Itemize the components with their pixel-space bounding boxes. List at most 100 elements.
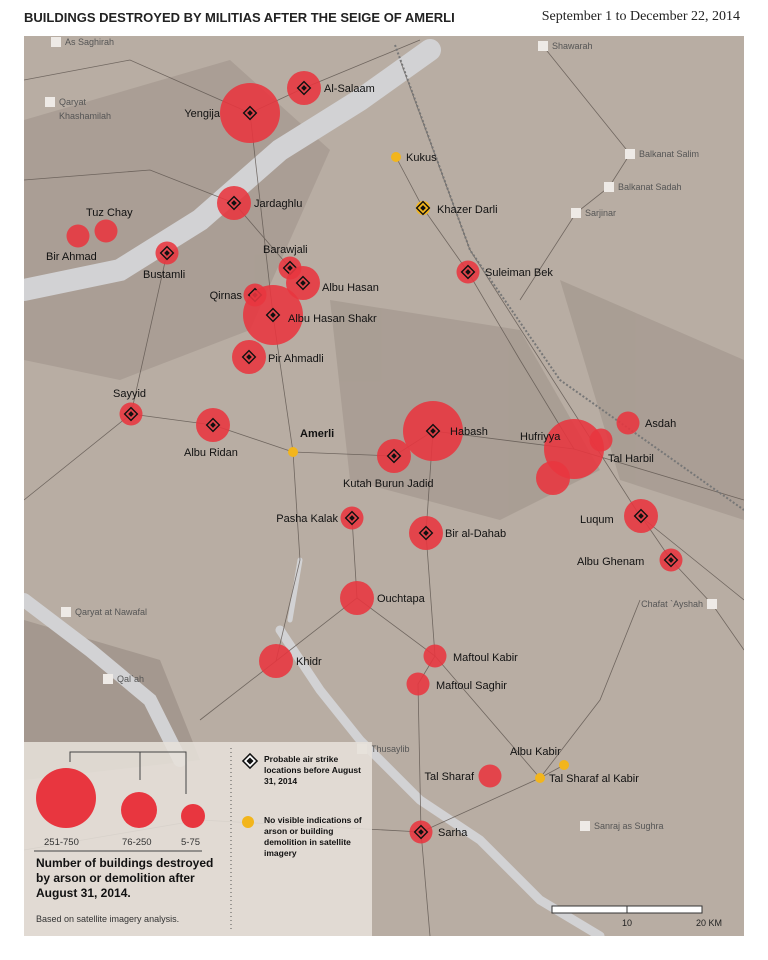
- site-label: Sayyid: [113, 388, 146, 400]
- village-label: As Saghirah: [65, 37, 114, 47]
- site-label: Asdah: [645, 418, 676, 430]
- legend-size-label-large: 251-750: [44, 837, 79, 848]
- village-label: Thusaylib: [371, 744, 410, 754]
- destroyed-site[interactable]: Jardaghlu: [217, 186, 302, 220]
- village-label: Qal`ah: [117, 674, 144, 684]
- village-square-icon: [625, 149, 635, 159]
- site-label: Khidr: [296, 656, 322, 668]
- destroyed-site[interactable]: Tal Harbil: [589, 428, 654, 466]
- legend-size-small: [181, 804, 205, 828]
- destroyed-site[interactable]: Bustamli: [143, 241, 185, 282]
- airstrike-diamond-icon: [296, 80, 312, 96]
- destroyed-site[interactable]: Luqum: [580, 499, 658, 533]
- destroyed-site[interactable]: Maftoul Saghir: [406, 672, 508, 696]
- airstrike-diamond-center: [430, 428, 436, 434]
- airstrike-diamond-icon: [205, 417, 221, 433]
- site-label: Pir Ahmadli: [268, 353, 324, 365]
- destroyed-site[interactable]: Tuz Chay: [86, 207, 133, 243]
- village-label: Shawarah: [552, 41, 593, 51]
- no-indication-site[interactable]: Albu Kabir: [510, 746, 569, 770]
- destroyed-site[interactable]: Ouchtapa: [340, 581, 426, 615]
- destroyed-site-circle: [589, 428, 613, 452]
- village: Shawarah: [538, 41, 593, 51]
- no-indication-dot: [559, 760, 569, 770]
- airstrike-diamond-center: [420, 205, 426, 211]
- destroyed-site[interactable]: Yengija: [184, 83, 280, 143]
- destroyed-site-circle: [536, 461, 570, 495]
- no-indication-site[interactable]: Tal Sharaf al Kabir: [535, 773, 639, 785]
- scale-bar: 10 20 KM: [551, 905, 722, 928]
- railway: [394, 44, 744, 511]
- village: Balkanat Sadah: [604, 182, 682, 192]
- site-label: Kutah Burun Jadid: [343, 478, 434, 490]
- legend-no-indication-label: No visible indications of arson or build…: [264, 815, 362, 858]
- destroyed-site[interactable]: Pasha Kalak: [276, 506, 364, 530]
- site-label: Albu Hasan Shakr: [288, 313, 377, 325]
- no-indication-dot: [288, 447, 298, 457]
- airstrike-diamond-icon: [242, 105, 258, 121]
- village-label: Qaryat: [59, 97, 87, 107]
- airstrike-diamond-center: [210, 422, 216, 428]
- destroyed-site[interactable]: Maftoul Kabir: [423, 644, 519, 668]
- village: Balkanat Salim: [625, 149, 699, 159]
- map-subtitle: September 1 to December 22, 2014: [541, 9, 740, 24]
- site-label: Maftoul Saghir: [436, 680, 507, 692]
- destroyed-site[interactable]: Sayyid: [113, 388, 146, 426]
- airstrike-diamond-center: [301, 85, 307, 91]
- site-label: Albu Ghenam: [577, 556, 644, 568]
- village: Chafat `Ayshah: [641, 599, 717, 609]
- destroyed-site-circle: [406, 672, 430, 696]
- airstrike-diamond-icon: [386, 448, 402, 464]
- destroyed-site[interactable]: Tal Sharaf: [424, 764, 502, 788]
- airstrike-diamond-icon: [226, 195, 242, 211]
- airstrike-diamond-center: [465, 269, 471, 275]
- destroyed-site[interactable]: Sarha: [409, 820, 469, 844]
- destroyed-site[interactable]: Kutah Burun Jadid: [343, 439, 434, 490]
- site-label: Qirnas: [210, 290, 243, 302]
- airstrike-diamond-icon: [344, 510, 360, 526]
- destroyed-site[interactable]: Khidr: [259, 644, 322, 678]
- village-label: Sarjinar: [585, 208, 616, 218]
- airstrike-diamond-icon: [425, 423, 441, 439]
- destroyed-site-circle: [478, 764, 502, 788]
- destroyed-site[interactable]: Asdah: [616, 411, 677, 435]
- airstrike-diamond-icon: [415, 200, 431, 216]
- site-label: Khazer Darli: [437, 204, 498, 216]
- airstrike-diamond-icon: [295, 275, 311, 291]
- site-label: Al-Salaam: [324, 83, 375, 95]
- site-label: Tuz Chay: [86, 207, 133, 219]
- destroyed-site[interactable]: Al-Salaam: [287, 71, 375, 105]
- site-label: Suleiman Bek: [485, 267, 553, 279]
- site-label: Sarha: [438, 827, 468, 839]
- no-indication-site[interactable]: Kukus: [391, 152, 437, 164]
- village-square-icon: [103, 674, 113, 684]
- destroyed-site[interactable]: Suleiman Bek: [456, 260, 554, 284]
- site-label: Yengija: [184, 108, 221, 120]
- destroyed-site[interactable]: Albu Ridan: [184, 408, 238, 459]
- destroyed-site[interactable]: Pir Ahmadli: [232, 340, 324, 374]
- destroyed-site[interactable]: Bir Ahmad: [46, 224, 97, 264]
- destroyed-site[interactable]: [536, 461, 570, 495]
- destroyed-site[interactable]: Albu Hasan: [286, 266, 379, 300]
- site-label: Barawjali: [263, 244, 308, 256]
- village-label: Khashamilah: [59, 111, 111, 121]
- legend-heading: Number of buildings destroyed by arson o…: [36, 856, 214, 900]
- villages-layer: As Saghirah Qaryat Khashamilah Shawarah Balk…: [45, 37, 717, 831]
- destroyed-site[interactable]: Albu Ghenam: [577, 548, 683, 572]
- airstrike-diamond-icon: [413, 824, 429, 840]
- site-label: Jardaghlu: [254, 198, 302, 210]
- destroyed-site-circle: [423, 644, 447, 668]
- airstrike-diamond-icon: [460, 264, 476, 280]
- map-title: BUILDINGS DESTROYED BY MILITIAS AFTER TH…: [24, 10, 455, 25]
- airstrike-diamond-center: [423, 530, 429, 536]
- no-indication-site[interactable]: Khazer Darli: [415, 200, 498, 216]
- legend-airstrike-label: Probable air strike locations before Aug…: [264, 754, 361, 786]
- no-indication-site[interactable]: Amerli: [288, 428, 334, 457]
- destroyed-site[interactable]: Albu Hasan Shakr: [243, 285, 377, 345]
- roads: [24, 39, 744, 936]
- destroyed-site[interactable]: Habash: [403, 401, 488, 461]
- site-label: Albu Ridan: [184, 447, 238, 459]
- destroyed-site[interactable]: Bir al-Dahab: [409, 516, 506, 550]
- village: Qaryat: [45, 97, 87, 107]
